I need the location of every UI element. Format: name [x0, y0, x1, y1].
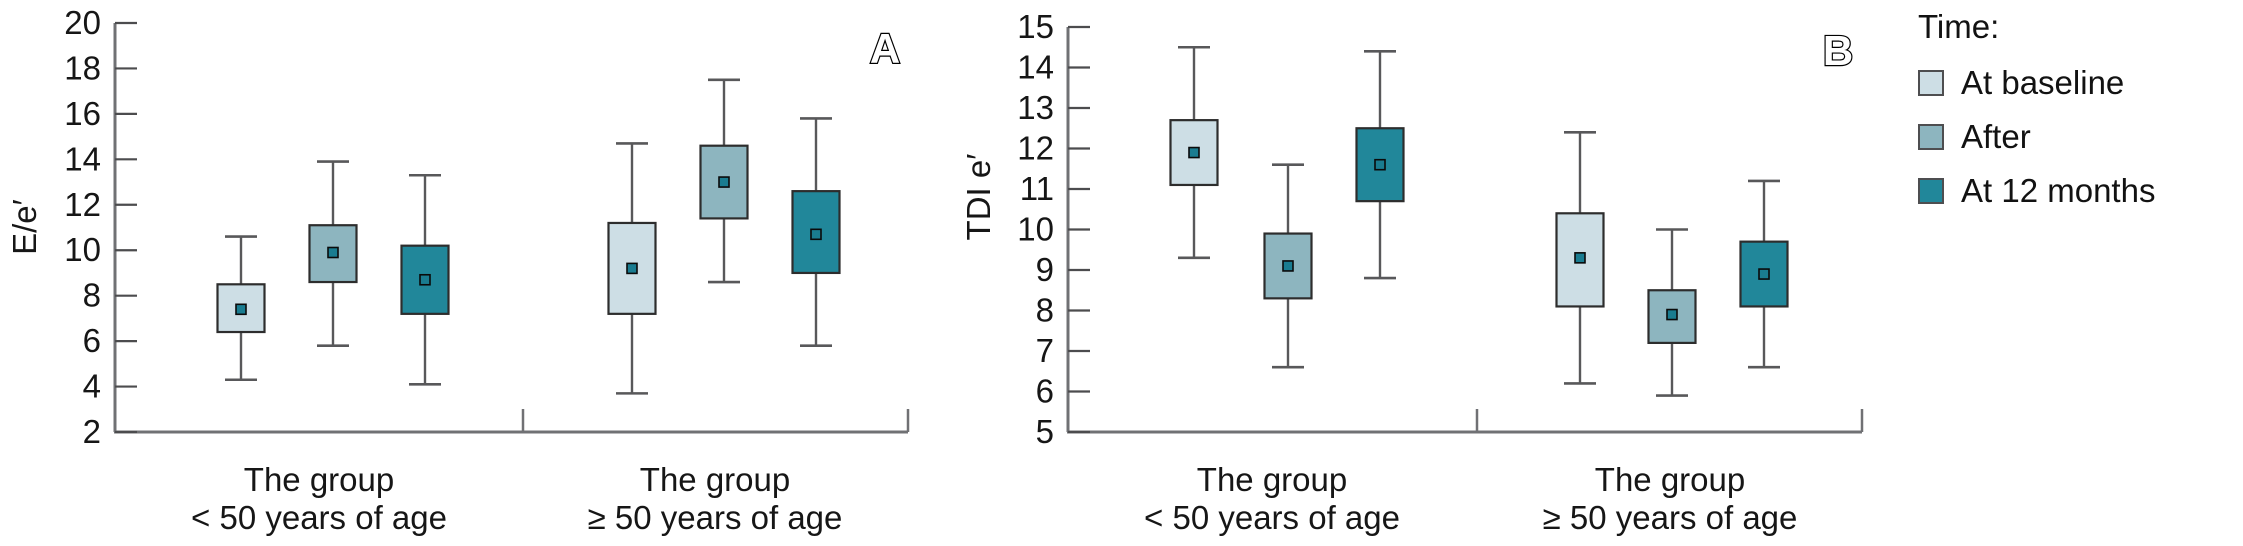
mean-marker: [810, 228, 822, 241]
y-tick-label: 5: [1036, 413, 1054, 450]
y-tick-label: 7: [1036, 332, 1054, 369]
legend-label-baseline: At baseline: [1961, 64, 2125, 101]
y-axis-title: TDI e′: [960, 154, 997, 241]
group-label-line1: The group: [640, 461, 790, 498]
mean-marker: [1282, 260, 1294, 272]
box-at-12-months-group1: [400, 173, 450, 386]
panel-letter: A: [870, 25, 900, 72]
box-rect: [1647, 289, 1697, 345]
group-label-line1: The group: [1197, 461, 1347, 498]
y-tick-label: 16: [64, 95, 101, 132]
y-tick-label: 11: [1020, 170, 1054, 207]
y-tick-label: 14: [64, 140, 101, 177]
mean-marker: [718, 176, 730, 188]
y-tick-label: 12: [64, 186, 101, 223]
y-tick-label: 8: [83, 277, 101, 314]
mean-marker: [1574, 252, 1586, 264]
y-tick-label: 13: [1017, 89, 1054, 126]
mean-marker: [626, 262, 638, 275]
y-tick-label: 14: [1017, 49, 1054, 86]
box-after-group2: [1647, 228, 1697, 397]
legend-label-after: After: [1961, 118, 2031, 155]
box-rect: [791, 190, 841, 275]
y-tick-label: 6: [83, 322, 101, 359]
y-tick-label: 2: [83, 413, 101, 450]
y-tick-label: 20: [64, 4, 101, 41]
mean-marker: [327, 246, 339, 259]
legend-item-12-months: At 12 months: [1918, 172, 2238, 209]
group-label-line2: ≥ 50 years of age: [1543, 499, 1798, 536]
y-tick-label: 18: [64, 49, 101, 86]
group-label-line2: ≥ 50 years of age: [588, 499, 843, 536]
group-label-line2: < 50 years of age: [191, 499, 447, 536]
mean-marker: [419, 273, 431, 286]
y-tick-label: 4: [83, 368, 101, 405]
panel-letter: B: [1823, 27, 1853, 74]
box-at-12-months-group2: [791, 117, 841, 347]
legend-swatch-after-icon: [1918, 124, 1944, 150]
legend-label-12-months: At 12 months: [1961, 172, 2156, 209]
mean-marker: [1666, 308, 1678, 321]
group-label-line1: The group: [1595, 461, 1745, 498]
y-tick-label: 15: [1017, 8, 1054, 45]
y-tick-label: 12: [1017, 130, 1054, 167]
mean-marker: [1758, 268, 1770, 280]
box-after-group1: [308, 160, 358, 347]
box-at-12-months-group2: [1739, 179, 1789, 369]
box-at-baseline-group2: [607, 142, 657, 395]
y-axis-title: E/e′: [6, 199, 43, 255]
box-at-baseline-group1: [216, 235, 266, 382]
box-at-12-months-group1: [1355, 49, 1405, 280]
legend-swatch-12-months-icon: [1918, 178, 1944, 204]
y-tick-label: 9: [1036, 251, 1054, 288]
y-tick-label: 10: [1017, 211, 1054, 248]
group-label-line2: < 50 years of age: [1144, 499, 1400, 536]
box-at-baseline-group1: [1169, 45, 1219, 260]
y-tick-label: 10: [64, 231, 101, 268]
mean-marker: [1374, 158, 1386, 171]
mean-marker: [1188, 146, 1200, 159]
legend-swatch-baseline-icon: [1918, 70, 1944, 96]
y-tick-label: 6: [1036, 373, 1054, 410]
mean-marker: [235, 303, 247, 316]
legend-item-baseline: At baseline: [1918, 64, 2238, 101]
group-label-line1: The group: [244, 461, 394, 498]
y-tick-label: 8: [1036, 292, 1054, 329]
box-at-baseline-group2: [1555, 131, 1605, 385]
box-after-group2: [699, 78, 749, 284]
box-after-group1: [1263, 163, 1313, 369]
legend: Time: At baseline After At 12 months: [1918, 8, 2238, 228]
legend-title: Time:: [1918, 8, 2000, 45]
box-rect: [1169, 119, 1219, 187]
box-rect: [216, 283, 266, 334]
legend-item-after: After: [1918, 118, 2238, 155]
